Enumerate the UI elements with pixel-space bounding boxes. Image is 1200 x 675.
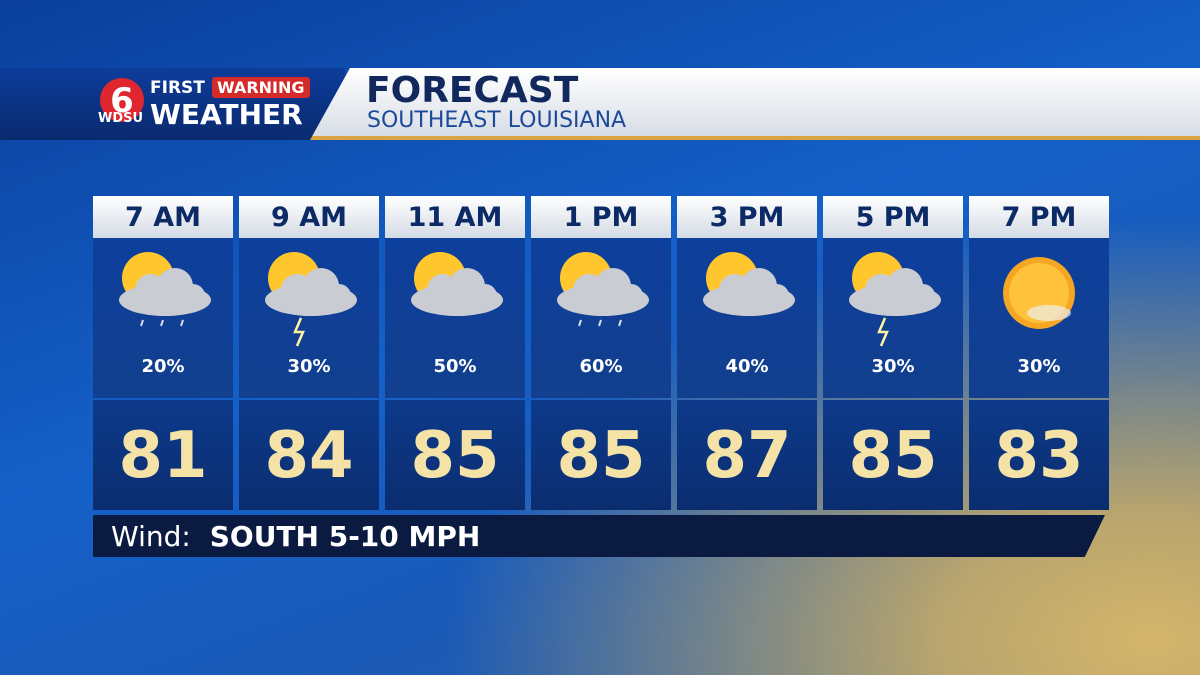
icon-panel: 50% [385, 238, 525, 398]
time-label: 11 AM [385, 196, 525, 238]
time-label: 3 PM [677, 196, 817, 238]
precip-chance: 30% [871, 356, 915, 377]
precip-chance: 50% [433, 356, 477, 377]
icon-panel: 40% [677, 238, 817, 398]
temperature: 83 [969, 400, 1109, 510]
weather-icon [703, 252, 795, 316]
temperature: 87 [677, 400, 817, 510]
time-label: 5 PM [823, 196, 963, 238]
weather-icon [411, 252, 503, 316]
precip-chance: 20% [141, 356, 185, 377]
forecast-column: 1 PM 60% 85 [531, 196, 671, 510]
weather-icon [557, 252, 649, 327]
title: FORECAST [366, 70, 579, 111]
forecast-column: 7 PM 30% 83 [969, 196, 1109, 510]
station-logo: 6 FIRST WARNING WDSU WEATHER [0, 68, 345, 140]
weather-icon [849, 252, 941, 347]
forecast-column: 11 AM 50% 85 [385, 196, 525, 510]
temperature: 85 [823, 400, 963, 510]
temperature: 81 [93, 400, 233, 510]
precip-chance: 30% [1017, 356, 1061, 377]
weather-icon [1003, 257, 1075, 329]
temperature: 85 [531, 400, 671, 510]
temperature: 84 [239, 400, 379, 510]
precip-chance: 30% [287, 356, 331, 377]
weather-icon [119, 252, 211, 327]
wind-label: Wind: [111, 520, 191, 553]
forecast-column: 5 PM 30% 85 [823, 196, 963, 510]
logo-weather: WEATHER [150, 98, 303, 131]
logo-first: FIRST [150, 78, 205, 98]
icon-panel: 30% [239, 238, 379, 398]
logo-station: WDSU [98, 111, 144, 126]
precip-chance: 40% [725, 356, 769, 377]
forecast-column: 7 AM 20% 81 [93, 196, 233, 510]
icon-panel: 30% [969, 238, 1109, 398]
title-bar: FORECAST SOUTHEAST LOUISIANA [310, 68, 1200, 140]
time-label: 1 PM [531, 196, 671, 238]
forecast-column: 3 PM 40% 87 [677, 196, 817, 510]
icon-panel: 30% [823, 238, 963, 398]
channel-badge: 6 [100, 78, 144, 122]
wind-value: SOUTH 5-10 MPH [209, 520, 481, 553]
subtitle: SOUTHEAST LOUISIANA [367, 108, 627, 133]
time-label: 7 PM [969, 196, 1109, 238]
icon-panel: 60% [531, 238, 671, 398]
logo-warning: WARNING [212, 77, 310, 98]
temperature: 85 [385, 400, 525, 510]
time-label: 7 AM [93, 196, 233, 238]
forecast-column: 9 AM 30% 84 [239, 196, 379, 510]
wind-bar: Wind: SOUTH 5-10 MPH [93, 515, 1105, 557]
icon-panel: 20% [93, 238, 233, 398]
weather-icon [265, 252, 357, 347]
precip-chance: 60% [579, 356, 623, 377]
time-label: 9 AM [239, 196, 379, 238]
